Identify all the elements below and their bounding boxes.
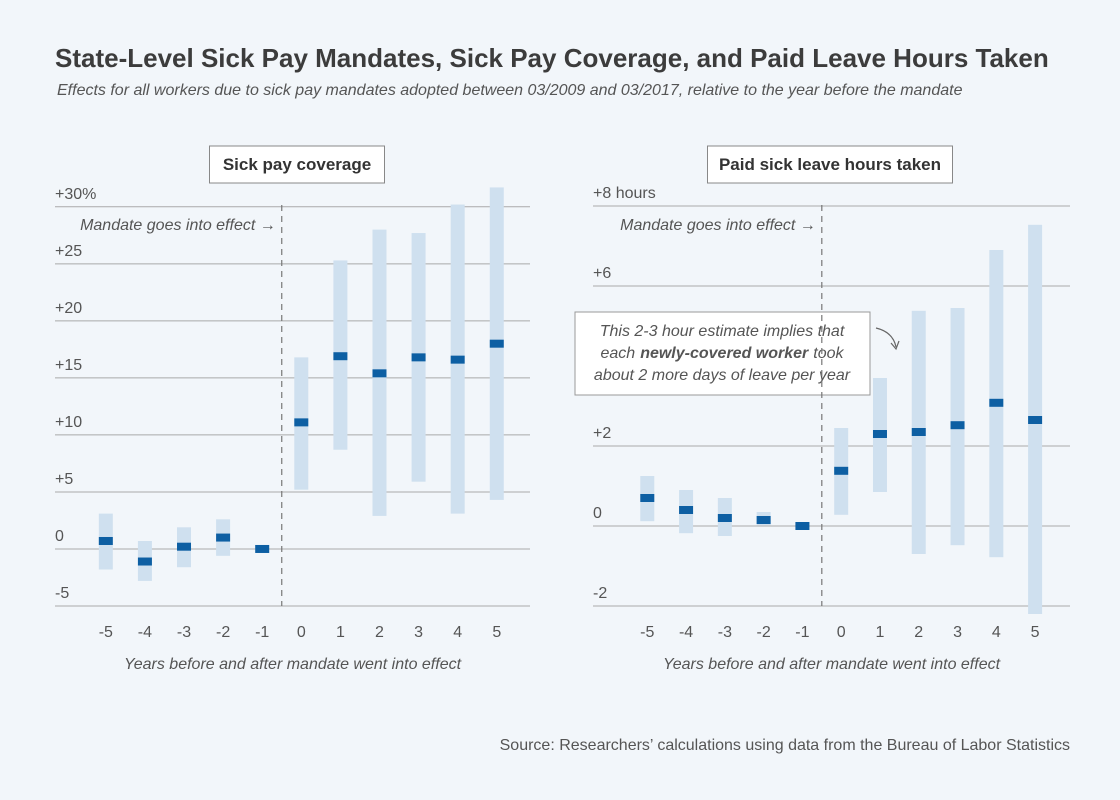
estimate-marker (333, 352, 348, 361)
x-tick-label: 1 (336, 624, 345, 641)
x-tick-label: -4 (679, 624, 693, 641)
x-tick-label: -5 (640, 624, 654, 641)
callout-bold: newly-covered worker (640, 345, 809, 362)
mandate-annotation: Mandate goes into effect → (620, 217, 816, 234)
callout-box (574, 311, 871, 396)
subtitle: Effects for all workers due to sick pay … (57, 82, 963, 99)
y-tick-label: +15 (55, 357, 82, 374)
x-axis-label: Years before and after mandate went into… (663, 656, 1001, 673)
x-tick-label: 3 (953, 624, 962, 641)
x-tick-label: 4 (992, 624, 1001, 641)
estimate-marker (872, 430, 887, 438)
panel-title-box (209, 145, 385, 184)
estimate-marker (294, 418, 309, 427)
callout-line: about 2 more days of leave per year (594, 367, 851, 384)
y-tick-label: -2 (593, 585, 607, 602)
y-tick-label: +8 hours (593, 185, 656, 202)
y-tick-label: -5 (55, 585, 69, 602)
x-tick-label: 5 (1031, 624, 1040, 641)
estimate-marker (489, 339, 504, 348)
x-tick-label: 0 (837, 624, 846, 641)
x-tick-label: -5 (99, 624, 113, 641)
callout-line: This 2-3 hour estimate implies that (600, 323, 845, 340)
x-tick-label: -2 (216, 624, 230, 641)
panel-title: Sick pay coverage (223, 155, 371, 174)
estimate-marker (372, 369, 387, 378)
estimate-marker (177, 542, 192, 551)
estimate-marker (911, 428, 926, 436)
y-tick-label: +6 (593, 265, 611, 282)
y-tick-label: +20 (55, 300, 82, 317)
estimate-marker (98, 536, 113, 545)
callout-text: each (600, 345, 635, 362)
callout-arrow (875, 327, 897, 348)
x-tick-label: -3 (718, 624, 732, 641)
callout-text: took (813, 345, 844, 362)
x-tick-label: 5 (492, 624, 501, 641)
x-tick-label: -2 (757, 624, 771, 641)
estimate-marker (255, 544, 270, 553)
estimate-marker (756, 516, 771, 524)
x-tick-label: 2 (914, 624, 923, 641)
estimate-marker (989, 398, 1004, 407)
x-tick-label: 0 (297, 624, 306, 641)
y-tick-label: +30% (55, 186, 96, 203)
x-tick-label: 3 (414, 624, 423, 641)
x-tick-label: -1 (255, 624, 269, 641)
x-axis-label: Years before and after mandate went into… (124, 656, 462, 673)
estimate-marker (679, 506, 694, 514)
estimate-marker (1028, 416, 1043, 424)
callout-arrowhead (890, 340, 900, 351)
estimate-marker (450, 355, 465, 364)
panel-title-box (707, 145, 953, 184)
y-tick-label: 0 (55, 528, 64, 545)
x-tick-label: -1 (795, 624, 809, 641)
source: Source: Researchers’ calculations using … (500, 737, 1070, 754)
y-tick-label: +2 (593, 425, 611, 442)
x-tick-label: -4 (138, 624, 152, 641)
estimate-marker (950, 421, 965, 430)
x-tick-label: 2 (375, 624, 384, 641)
x-tick-label: 4 (453, 624, 462, 641)
title: State-Level Sick Pay Mandates, Sick Pay … (55, 43, 1049, 73)
mandate-annotation: Mandate goes into effect → (80, 217, 276, 234)
y-tick-label: 0 (593, 505, 602, 522)
panel-title: Paid sick leave hours taken (719, 155, 941, 174)
estimate-marker (717, 514, 732, 522)
estimate-marker (137, 557, 152, 566)
x-tick-label: 1 (876, 624, 885, 641)
estimate-marker (640, 494, 655, 502)
estimate-marker (411, 353, 426, 362)
y-tick-label: +10 (55, 414, 82, 431)
estimate-marker (216, 533, 231, 542)
y-tick-label: +25 (55, 243, 82, 260)
estimate-marker (795, 522, 810, 530)
y-tick-label: +5 (55, 471, 73, 488)
callout-line: each newly-covered worker took (600, 345, 844, 362)
x-tick-label: -3 (177, 624, 191, 641)
estimate-marker (834, 466, 849, 475)
